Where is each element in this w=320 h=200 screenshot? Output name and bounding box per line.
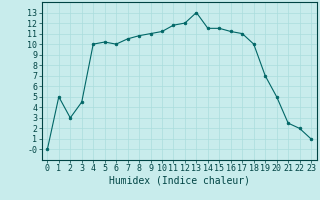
X-axis label: Humidex (Indice chaleur): Humidex (Indice chaleur) bbox=[109, 176, 250, 186]
